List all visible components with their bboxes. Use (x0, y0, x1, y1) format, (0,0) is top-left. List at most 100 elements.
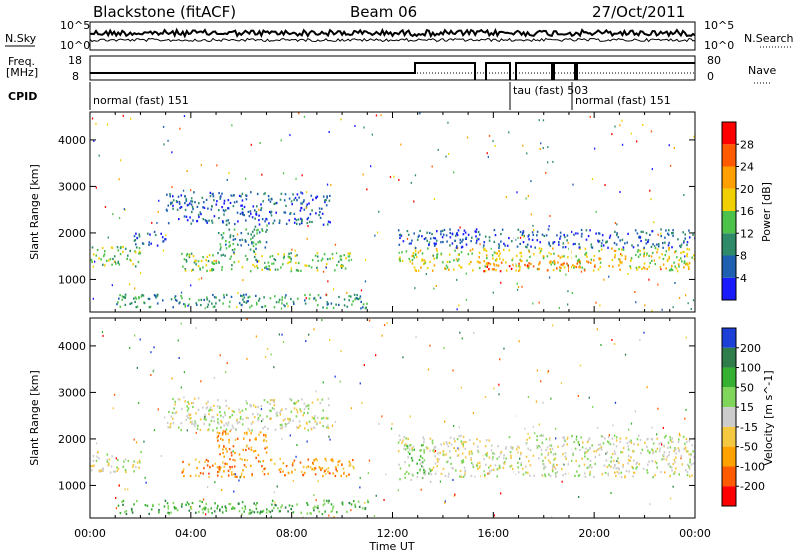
velocity-cell (520, 461, 523, 465)
velocity-cell (672, 440, 674, 443)
power-cell (211, 269, 213, 272)
power-cell (153, 230, 156, 233)
power-cell (285, 222, 288, 225)
power-cell (219, 243, 222, 246)
power-cell (349, 252, 351, 255)
power-speckle (303, 115, 306, 118)
power-cell (600, 245, 603, 248)
power-cell (326, 303, 329, 306)
power-cell (515, 265, 518, 268)
power-cell (133, 297, 135, 300)
power-cell (593, 254, 596, 258)
velocity-cell (686, 463, 689, 466)
noise-left-tick-top: 10^5 (60, 19, 90, 32)
power-cell (178, 200, 181, 204)
velocity-cell (662, 453, 665, 456)
velocity-cell (230, 471, 233, 474)
power-cell (550, 262, 552, 265)
power-cell (534, 246, 536, 249)
power-cell (241, 211, 244, 214)
power-cell (575, 265, 578, 269)
velocity-cell (615, 436, 618, 439)
power-cell (191, 210, 193, 214)
power-speckle (256, 260, 258, 263)
power-cell (587, 261, 590, 264)
power-cell (688, 267, 690, 271)
power-cell (116, 246, 119, 249)
y-tick-label: 1000 (58, 479, 86, 492)
power-cell (122, 250, 124, 253)
velocity-cell (622, 465, 624, 469)
velocity-cell (580, 436, 582, 439)
velocity-cell (587, 439, 590, 442)
velocity-cell (206, 464, 209, 467)
velocity-cell (436, 458, 439, 461)
velocity-cell (146, 504, 149, 507)
power-cell (446, 260, 449, 264)
velocity-cell (627, 462, 629, 465)
velocity-cell (106, 459, 108, 462)
velocity-cell (343, 471, 345, 474)
power-cell (221, 268, 223, 271)
power-cell (436, 230, 438, 233)
power-cell (619, 262, 622, 265)
velocity-cell (675, 452, 678, 455)
power-cell (240, 294, 242, 297)
power-cell (643, 246, 645, 249)
velocity-cell (313, 505, 316, 508)
power-cell (486, 263, 489, 267)
power-cell (634, 229, 637, 232)
velocity-cell (322, 416, 325, 420)
velocity-cell (196, 427, 199, 430)
power-cell (268, 222, 270, 225)
velocity-cell (177, 426, 180, 429)
power-cell (267, 195, 270, 198)
velocity-cell (241, 507, 244, 510)
velocity-speckle (306, 440, 308, 443)
velocity-cell (576, 470, 578, 473)
power-cell (170, 203, 172, 206)
power-speckle (516, 282, 518, 285)
freq-left-label-1: Freq. (8, 55, 35, 68)
power-cell (421, 252, 424, 255)
power-cell (300, 191, 302, 194)
power-speckle (335, 252, 338, 255)
velocity-cell (419, 449, 421, 452)
velocity-speckle (518, 340, 520, 343)
velocity-cell (542, 434, 544, 437)
power-speckle (375, 114, 378, 117)
velocity-cell (194, 420, 196, 423)
velocity-cell (202, 511, 204, 514)
power-cell (217, 232, 220, 235)
power-cell (462, 233, 465, 236)
power-cell (556, 267, 558, 270)
velocity-cell (328, 404, 330, 407)
velocity-cell (241, 458, 243, 461)
power-cell (140, 295, 143, 298)
velocity-speckle (411, 473, 413, 476)
velocity-cell (189, 421, 192, 424)
power-cell (521, 233, 523, 237)
power-cell (130, 302, 133, 305)
power-cell (257, 241, 259, 244)
power-cell (306, 203, 308, 206)
velocity-cell (250, 464, 252, 467)
velocity-cell (476, 449, 479, 452)
velocity-speckle (383, 324, 386, 327)
power-cell (288, 197, 291, 200)
power-cell (234, 238, 237, 241)
velocity-cell (446, 442, 448, 445)
power-cell (253, 250, 256, 254)
power-cell (536, 230, 539, 233)
power-speckle (608, 275, 610, 278)
velocity-cell (258, 460, 260, 463)
velocity-cell (553, 465, 556, 469)
velocity-cell (227, 474, 230, 477)
velocity-cell (397, 450, 400, 453)
power-cell (542, 257, 545, 260)
velocity-cell (615, 439, 618, 442)
velocity-cell (125, 512, 128, 516)
velocity-cell (630, 439, 632, 442)
power-cell (241, 199, 244, 202)
